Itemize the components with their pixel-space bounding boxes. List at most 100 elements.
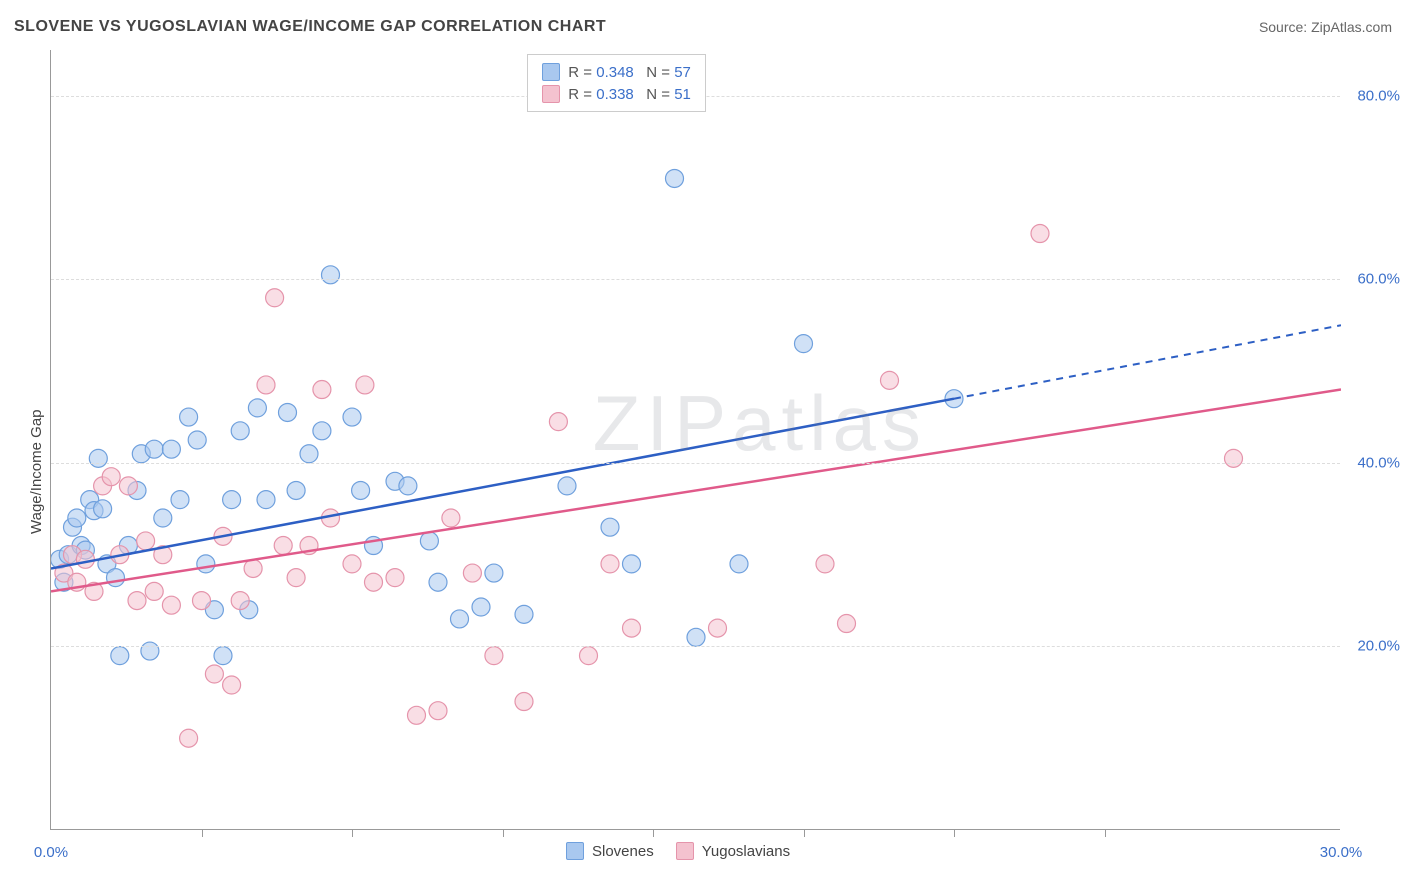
data-point — [429, 702, 447, 720]
data-point — [257, 376, 275, 394]
legend-swatch — [676, 842, 694, 860]
legend-series-item: Yugoslavians — [676, 842, 790, 860]
plot-svg — [51, 50, 1341, 830]
trend-line — [51, 390, 1341, 592]
chart-title: SLOVENE VS YUGOSLAVIAN WAGE/INCOME GAP C… — [14, 18, 606, 36]
legend-series-label: Yugoslavians — [702, 843, 790, 860]
legend-swatch — [542, 85, 560, 103]
data-point — [257, 491, 275, 509]
data-point — [601, 518, 619, 536]
data-point — [313, 422, 331, 440]
chart-container: SLOVENE VS YUGOSLAVIAN WAGE/INCOME GAP C… — [0, 0, 1406, 892]
data-point — [205, 665, 223, 683]
data-point — [666, 169, 684, 187]
data-point — [420, 532, 438, 550]
legend-series-item: Slovenes — [566, 842, 654, 860]
x-tick-label: 0.0% — [34, 844, 68, 861]
title-bar: SLOVENE VS YUGOSLAVIAN WAGE/INCOME GAP C… — [14, 14, 1392, 40]
x-tick — [1105, 829, 1106, 837]
data-point — [214, 647, 232, 665]
data-point — [623, 555, 641, 573]
data-point — [137, 532, 155, 550]
data-point — [111, 647, 129, 665]
data-point — [223, 676, 241, 694]
y-tick-label: 40.0% — [1357, 454, 1400, 471]
legend-series-label: Slovenes — [592, 843, 654, 860]
data-point — [279, 403, 297, 421]
legend-stats-text: R = 0.338 N = 51 — [568, 86, 691, 103]
data-point — [141, 642, 159, 660]
data-point — [356, 376, 374, 394]
x-tick — [954, 829, 955, 837]
data-point — [180, 408, 198, 426]
data-point — [154, 509, 172, 527]
data-point — [162, 440, 180, 458]
data-point — [549, 413, 567, 431]
data-point — [515, 693, 533, 711]
data-point — [76, 550, 94, 568]
data-point — [515, 605, 533, 623]
x-tick — [653, 829, 654, 837]
data-point — [1225, 449, 1243, 467]
source-label: Source: ZipAtlas.com — [1259, 19, 1392, 35]
data-point — [485, 647, 503, 665]
legend-swatch — [566, 842, 584, 860]
legend-stats-text: R = 0.348 N = 57 — [568, 64, 691, 81]
x-tick-label: 30.0% — [1320, 844, 1363, 861]
data-point — [180, 729, 198, 747]
data-point — [197, 555, 215, 573]
data-point — [128, 592, 146, 610]
data-point — [580, 647, 598, 665]
legend-series: Slovenes Yugoslavians — [566, 842, 790, 860]
data-point — [287, 569, 305, 587]
data-point — [558, 477, 576, 495]
data-point — [399, 477, 417, 495]
data-point — [171, 491, 189, 509]
gridline — [51, 646, 1340, 647]
y-tick-label: 20.0% — [1357, 638, 1400, 655]
data-point — [107, 569, 125, 587]
data-point — [162, 596, 180, 614]
data-point — [709, 619, 727, 637]
data-point — [300, 445, 318, 463]
data-point — [145, 582, 163, 600]
data-point — [94, 500, 112, 518]
data-point — [451, 610, 469, 628]
legend-stats-row: R = 0.338 N = 51 — [542, 83, 691, 105]
data-point — [623, 619, 641, 637]
data-point — [730, 555, 748, 573]
data-point — [343, 555, 361, 573]
data-point — [472, 598, 490, 616]
y-tick-label: 80.0% — [1357, 87, 1400, 104]
data-point — [687, 628, 705, 646]
data-point — [223, 491, 241, 509]
data-point — [287, 481, 305, 499]
legend-stats-row: R = 0.348 N = 57 — [542, 61, 691, 83]
data-point — [102, 468, 120, 486]
data-point — [601, 555, 619, 573]
data-point — [322, 266, 340, 284]
x-tick — [804, 829, 805, 837]
data-point — [145, 440, 163, 458]
data-point — [68, 509, 86, 527]
data-point — [193, 592, 211, 610]
data-point — [231, 592, 249, 610]
y-tick-label: 60.0% — [1357, 271, 1400, 288]
data-point — [881, 371, 899, 389]
data-point — [313, 381, 331, 399]
data-point — [244, 559, 262, 577]
legend-stats: R = 0.348 N = 57 R = 0.338 N = 51 — [527, 54, 706, 112]
data-point — [463, 564, 481, 582]
data-point — [231, 422, 249, 440]
data-point — [119, 477, 137, 495]
data-point — [188, 431, 206, 449]
data-point — [266, 289, 284, 307]
data-point — [485, 564, 503, 582]
data-point — [274, 537, 292, 555]
data-point — [408, 706, 426, 724]
data-point — [343, 408, 361, 426]
data-point — [365, 573, 383, 591]
data-point — [352, 481, 370, 499]
x-tick — [352, 829, 353, 837]
data-point — [248, 399, 266, 417]
